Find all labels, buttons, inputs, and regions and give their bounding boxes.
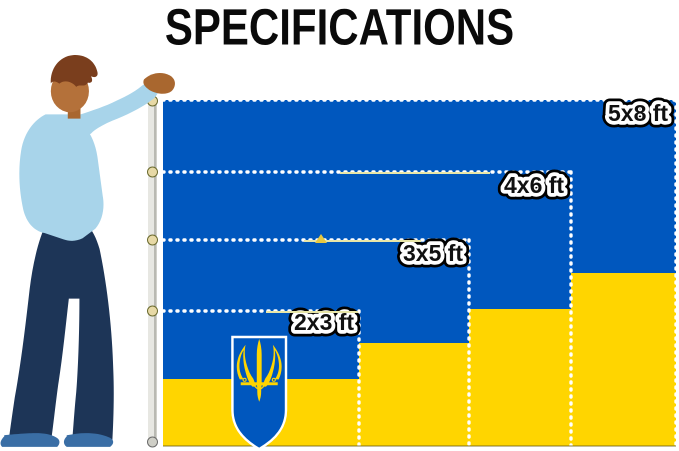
svg-text:3x5 ft: 3x5 ft bbox=[403, 240, 463, 266]
svg-text:5x8 ft: 5x8 ft bbox=[608, 100, 668, 126]
svg-text:4x6 ft: 4x6 ft bbox=[504, 172, 564, 198]
